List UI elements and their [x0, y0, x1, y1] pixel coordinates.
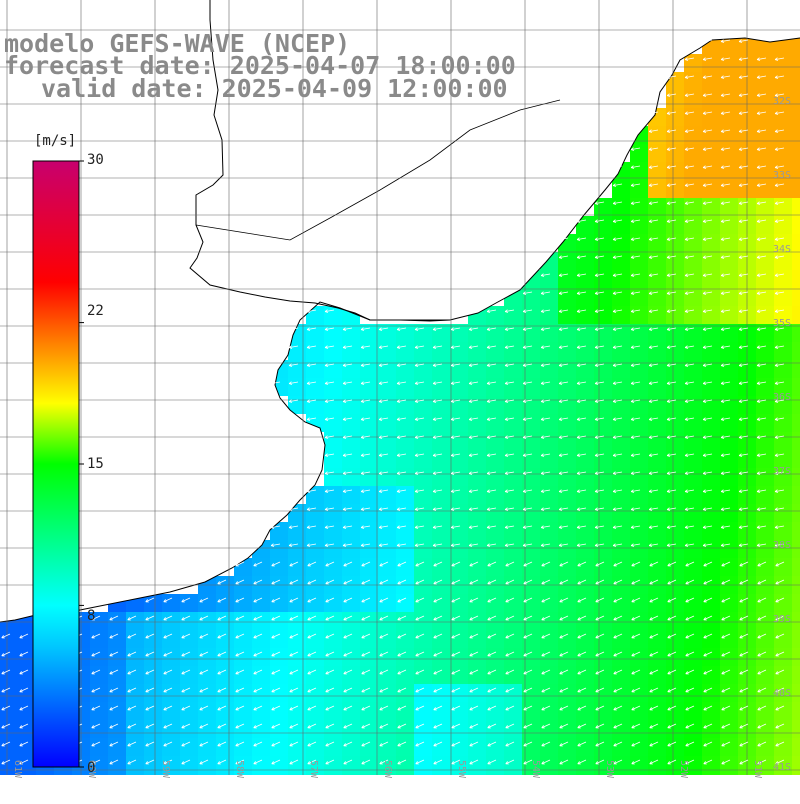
colorbar-tick-label: 8 — [87, 609, 95, 623]
latitude-label: 32S — [773, 96, 791, 107]
longitude-label: 59W — [160, 760, 171, 779]
longitude-label: 58W — [234, 760, 245, 779]
colorbar-unit: [m/s] — [34, 134, 76, 148]
latitude-label: 40S — [773, 688, 791, 699]
colorbar-tick-label: 0 — [87, 761, 95, 775]
longitude-label: 52W — [678, 760, 689, 779]
longitude-label: 57W — [308, 760, 319, 779]
latitude-label: 39S — [773, 614, 791, 625]
longitude-label: 54W — [530, 760, 541, 779]
latitude-label: 41S — [773, 762, 791, 773]
colorbar — [33, 161, 84, 767]
longitude-label: 53W — [604, 760, 615, 779]
title-valid-date: valid date: 2025-04-09 12:00:00 — [41, 76, 508, 101]
latitude-label: 33S — [773, 170, 791, 181]
colorbar-tick-label: 30 — [87, 153, 104, 167]
colorbar-tick-label: 22 — [87, 304, 104, 318]
colorbar-tick-label: 15 — [87, 457, 104, 471]
latitude-label: 34S — [773, 244, 791, 255]
longitude-label: 55W — [456, 760, 467, 779]
longitude-label: 56W — [382, 760, 393, 779]
longitude-label: 61W — [12, 760, 23, 779]
latitude-label: 36S — [773, 392, 791, 403]
latitude-label: 37S — [773, 466, 791, 477]
latitude-label: 38S — [773, 540, 791, 551]
colorbar-gradient — [33, 161, 79, 767]
latitude-label: 35S — [773, 318, 791, 329]
longitude-label: 51W — [752, 760, 763, 779]
